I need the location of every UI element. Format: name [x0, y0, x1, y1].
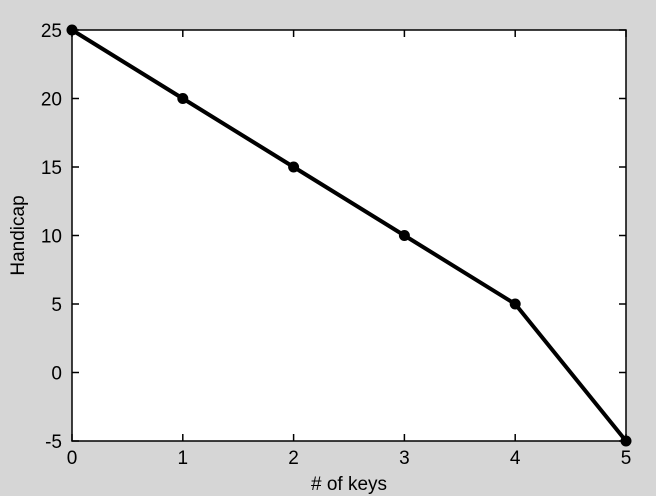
data-point-marker [66, 24, 78, 36]
x-tick-label: 3 [399, 448, 410, 469]
y-axis-label: Handicap [8, 195, 29, 275]
data-line [70, 28, 628, 443]
x-tick-label: 1 [178, 448, 189, 469]
y-tick-label: -5 [45, 432, 62, 453]
data-point-marker [177, 93, 189, 104]
x-axis-label: # of keys [311, 474, 387, 495]
y-tick-label: 0 [51, 364, 62, 385]
y-tick-label: 25 [41, 21, 62, 42]
data-point-marker [620, 435, 632, 447]
y-tick-label: 10 [41, 227, 62, 248]
data-point-marker [288, 161, 300, 173]
y-tick-label: 15 [41, 158, 62, 179]
y-tick-label: 5 [51, 295, 62, 316]
plot-area [72, 30, 626, 441]
data-point-marker [509, 298, 521, 310]
x-tick-label: 5 [621, 448, 632, 469]
data-point-marker [398, 230, 410, 241]
y-tick-label: 20 [41, 90, 62, 111]
x-tick-label: 4 [510, 448, 521, 469]
x-tick-label: 2 [288, 448, 299, 469]
axes-box [71, 29, 627, 442]
x-tick-label: 0 [67, 448, 78, 469]
